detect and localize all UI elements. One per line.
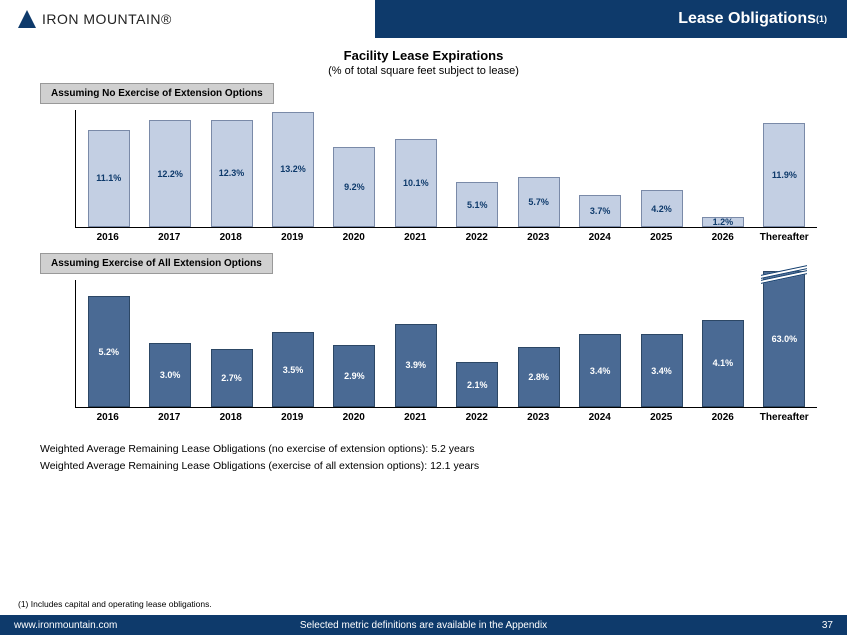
category-label: 2017 (143, 232, 197, 243)
category-label: Thereafter (758, 232, 812, 243)
category-label: 2024 (573, 232, 627, 243)
category-label: 2020 (327, 412, 381, 423)
footnote: (1) Includes capital and operating lease… (18, 599, 212, 609)
bar: 5.7% (518, 177, 560, 227)
bar: 5.2% (88, 296, 130, 407)
category-label: 2021 (389, 412, 443, 423)
category-label: 2026 (696, 232, 750, 243)
note-2: Weighted Average Remaining Lease Obligat… (40, 458, 847, 475)
bar: 12.2% (149, 120, 191, 227)
bar: 2.8% (518, 347, 560, 407)
bar: 3.5% (272, 332, 314, 407)
chart-2-labels: 2016 2017 2018 2019 2020 2021 2022 2023 2024 2025… (75, 408, 817, 423)
category-label: 2023 (512, 412, 566, 423)
header: IRON MOUNTAIN® Lease Obligations(1) (0, 0, 847, 38)
footer-center: Selected metric definitions are availabl… (0, 620, 847, 631)
bar: 3.4% (641, 334, 683, 407)
category-label: 2023 (512, 232, 566, 243)
bar-col: 3.7% (573, 195, 626, 227)
bar-col: 13.2% (266, 112, 319, 227)
bar-col: 11.9% (758, 123, 811, 227)
bar: 11.1% (88, 130, 130, 227)
page-title-sup: (1) (816, 14, 827, 24)
bar: 1.2% (702, 217, 744, 227)
bar-col: 5.1% (451, 182, 504, 227)
bar: 12.3% (211, 120, 253, 228)
footer-right: 37 (822, 620, 833, 631)
category-label: 2025 (635, 232, 689, 243)
category-label: 2019 (266, 232, 320, 243)
section-label-2: Assuming Exercise of All Extension Optio… (40, 253, 273, 274)
footer-left[interactable]: www.ironmountain.com (14, 620, 117, 631)
page-title-text: Lease Obligations (678, 10, 816, 28)
bar-col: 2.1% (451, 362, 504, 407)
category-label: 2019 (266, 412, 320, 423)
bar: 9.2% (333, 147, 375, 227)
bar: 4.2% (641, 190, 683, 227)
category-label: 2020 (327, 232, 381, 243)
bar-col: 3.5% (266, 332, 319, 407)
chart-subtitle: (% of total square feet subject to lease… (0, 65, 847, 77)
bar-col: 12.3% (205, 120, 258, 228)
bar-col: 2.7% (205, 349, 258, 407)
bar: 2.1% (456, 362, 498, 407)
category-label: 2018 (204, 412, 258, 423)
chart-1-wrap: 11.1% 12.2% 12.3% 13.2% 9.2% 10.1% 5.1% 5.7% 3.7… (75, 110, 817, 243)
bar-col: 11.1% (82, 130, 135, 227)
bar: 5.1% (456, 182, 498, 227)
bar-col: 3.9% (389, 324, 442, 407)
chart-2-wrap: 5.2% 3.0% 2.7% 3.5% 2.9% 3.9% 2.1% 2.8% 3.4% 3.4%… (75, 280, 817, 423)
bar: 63.0% (763, 271, 805, 407)
category-label: 2017 (143, 412, 197, 423)
bar-col: 9.2% (328, 147, 381, 227)
mountain-icon (18, 10, 36, 28)
bar-col: 12.2% (143, 120, 196, 227)
category-label: Thereafter (758, 412, 812, 423)
bar: 3.9% (395, 324, 437, 407)
bar: 11.9% (763, 123, 805, 227)
category-label: 2021 (389, 232, 443, 243)
bar-col: 10.1% (389, 139, 442, 227)
category-label: 2016 (81, 232, 135, 243)
chart-1: 11.1% 12.2% 12.3% 13.2% 9.2% 10.1% 5.1% 5.7% 3.7… (75, 110, 817, 228)
chart-2: 5.2% 3.0% 2.7% 3.5% 2.9% 3.9% 2.1% 2.8% 3.4% 3.4%… (75, 280, 817, 408)
category-label: 2022 (450, 412, 504, 423)
category-label: 2018 (204, 232, 258, 243)
bar: 13.2% (272, 112, 314, 227)
bar: 2.7% (211, 349, 253, 407)
chart-1-labels: 2016 2017 2018 2019 2020 2021 2022 2023 2024 2025… (75, 228, 817, 243)
logo-text: IRON MOUNTAIN® (42, 11, 172, 27)
bar-col: 3.0% (143, 343, 196, 407)
axis-break-icon (764, 270, 804, 278)
bar-col: 2.9% (328, 345, 381, 407)
footer: www.ironmountain.com Selected metric def… (0, 615, 847, 635)
bar: 4.1% (702, 320, 744, 407)
page-title: Lease Obligations(1) (375, 0, 847, 38)
section-label-1: Assuming No Exercise of Extension Option… (40, 83, 274, 104)
bar: 10.1% (395, 139, 437, 227)
bar-col: 3.4% (573, 334, 626, 407)
bar-col: 3.4% (635, 334, 688, 407)
bar-col: 5.7% (512, 177, 565, 227)
bar-col: 2.8% (512, 347, 565, 407)
bar-col: 63.0% (758, 271, 811, 407)
category-label: 2026 (696, 412, 750, 423)
bar-col: 5.2% (82, 296, 135, 407)
category-label: 2016 (81, 412, 135, 423)
category-label: 2025 (635, 412, 689, 423)
bar-col: 4.1% (696, 320, 749, 407)
logo: IRON MOUNTAIN® (0, 0, 375, 38)
bar-col: 1.2% (696, 217, 749, 227)
bar: 2.9% (333, 345, 375, 407)
notes: Weighted Average Remaining Lease Obligat… (40, 441, 847, 475)
bar: 3.0% (149, 343, 191, 407)
category-label: 2024 (573, 412, 627, 423)
category-label: 2022 (450, 232, 504, 243)
bar: 3.4% (579, 334, 621, 407)
bar: 3.7% (579, 195, 621, 227)
note-1: Weighted Average Remaining Lease Obligat… (40, 441, 847, 458)
chart-title: Facility Lease Expirations (0, 48, 847, 63)
bar-col: 4.2% (635, 190, 688, 227)
